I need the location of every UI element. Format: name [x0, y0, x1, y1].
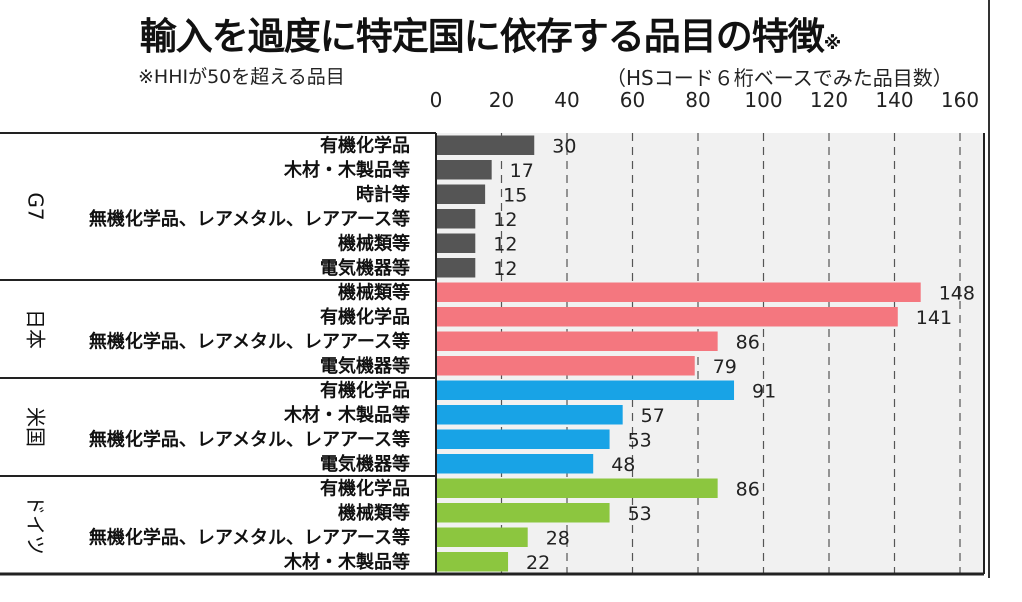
bar [436, 184, 486, 204]
group-label: 米国 [24, 407, 48, 447]
bar [436, 405, 623, 425]
category-label: 有機化学品 [320, 306, 410, 328]
data-label: 57 [641, 405, 665, 427]
x-tick-label: 140 [875, 88, 913, 112]
unit-label: （HSコード６桁ベースでみた品目数） [606, 66, 953, 90]
data-label: 12 [493, 209, 517, 231]
x-tick-label: 60 [620, 88, 645, 112]
data-label: 28 [546, 527, 570, 549]
data-label: 48 [611, 454, 635, 476]
chart-frame [988, 0, 990, 578]
chart-note: ※HHIが50を超える品目 [138, 66, 345, 88]
data-label: 148 [939, 282, 975, 304]
bar [436, 552, 509, 572]
x-tick-label: 120 [810, 88, 848, 112]
data-label: 79 [713, 356, 737, 378]
data-label: 17 [510, 160, 534, 182]
category-label: 電気機器等 [320, 355, 410, 377]
bar [436, 380, 735, 400]
group-label: 日本 [24, 309, 48, 349]
bar [436, 527, 528, 547]
data-label: 53 [628, 429, 652, 451]
category-label: 電気機器等 [320, 257, 410, 279]
bar [436, 233, 476, 253]
category-label: 無機化学品、レアメタル、レアアース等 [89, 428, 410, 450]
category-label: 有機化学品 [320, 134, 410, 156]
bar [436, 135, 535, 155]
group-label: ドイツ [24, 495, 48, 555]
x-tick-label: 0 [430, 88, 443, 112]
bar [436, 282, 921, 302]
category-label: 無機化学品、レアメタル、レアアース等 [89, 208, 410, 230]
data-label: 86 [736, 331, 760, 353]
category-label: 機械類等 [338, 232, 410, 254]
chart-title: 輸入を過度に特定国に依存する品目の特徴※ [139, 15, 841, 58]
bar [436, 209, 476, 229]
data-label: 12 [493, 258, 517, 280]
bar [436, 258, 476, 278]
category-label: 木材・木製品等 [283, 159, 410, 181]
category-label: 機械類等 [338, 281, 410, 303]
category-label: 機械類等 [338, 502, 410, 524]
data-label: 22 [526, 552, 550, 574]
x-tick-label: 40 [554, 88, 579, 112]
data-label: 86 [736, 478, 760, 500]
bar [436, 356, 695, 376]
category-label: 木材・木製品等 [283, 404, 410, 426]
category-label: 時計等 [356, 183, 410, 205]
plot-area [436, 133, 984, 574]
bar [436, 503, 610, 523]
data-label: 30 [552, 135, 576, 157]
data-label: 53 [628, 503, 652, 525]
bar [436, 478, 718, 498]
data-label: 12 [493, 233, 517, 255]
category-label: 電気機器等 [320, 453, 410, 475]
x-tick-label: 80 [685, 88, 710, 112]
data-label: 141 [916, 307, 952, 329]
data-label: 91 [752, 380, 776, 402]
bar [436, 307, 898, 327]
bar [436, 331, 718, 351]
category-label: 有機化学品 [320, 379, 410, 401]
category-label: 無機化学品、レアメタル、レアアース等 [89, 330, 410, 352]
bar [436, 160, 492, 180]
x-tick-label: 20 [489, 88, 514, 112]
x-tick-label: 160 [941, 88, 979, 112]
x-tick-label: 100 [744, 88, 782, 112]
category-label: 有機化学品 [320, 477, 410, 499]
category-label: 木材・木製品等 [283, 551, 410, 573]
group-label: G7 [24, 192, 48, 220]
data-label: 15 [503, 184, 527, 206]
bar [436, 454, 594, 474]
category-label: 無機化学品、レアメタル、レアアース等 [89, 526, 410, 548]
bar [436, 429, 610, 449]
